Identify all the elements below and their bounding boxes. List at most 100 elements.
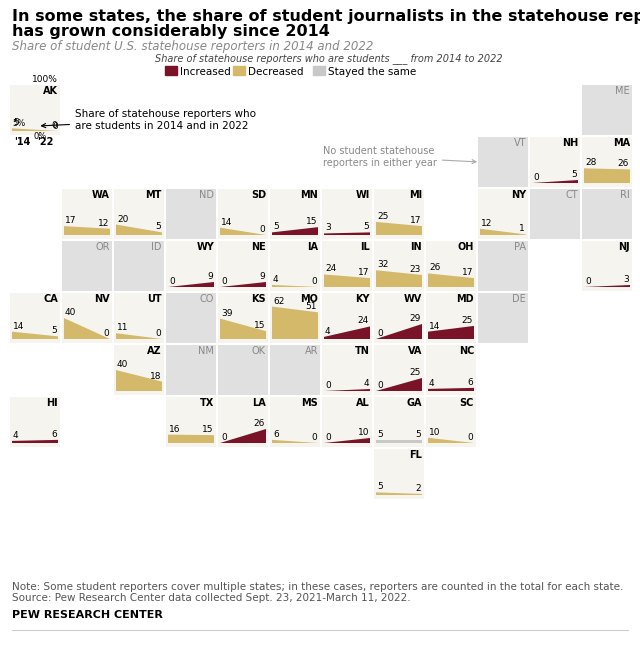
Text: NY: NY: [511, 190, 526, 200]
Text: In some states, the share of student journalists in the statehouse reporting poo: In some states, the share of student jou…: [12, 9, 640, 24]
Polygon shape: [116, 224, 162, 235]
Text: 51: 51: [305, 302, 317, 312]
Text: 5: 5: [377, 482, 383, 492]
Text: 5: 5: [13, 118, 19, 127]
Text: '22: '22: [37, 137, 53, 147]
Text: Increased: Increased: [180, 67, 231, 77]
Text: 6: 6: [467, 378, 473, 387]
Text: 4: 4: [13, 431, 19, 440]
Bar: [426, 241, 476, 291]
Bar: [374, 449, 424, 499]
Bar: [530, 189, 580, 239]
Polygon shape: [220, 319, 266, 339]
Text: 0: 0: [259, 225, 265, 234]
Text: CO: CO: [200, 294, 214, 304]
Bar: [218, 345, 268, 395]
Bar: [582, 189, 632, 239]
Text: OK: OK: [252, 346, 266, 356]
Text: 39: 39: [221, 309, 232, 317]
Text: 24: 24: [325, 265, 336, 273]
Text: HI: HI: [46, 398, 58, 408]
Text: 16: 16: [169, 424, 180, 434]
Bar: [218, 397, 268, 447]
Bar: [270, 189, 320, 239]
Text: PA: PA: [514, 242, 526, 252]
Polygon shape: [428, 388, 474, 391]
Polygon shape: [428, 273, 474, 287]
Text: PEW RESEARCH CENTER: PEW RESEARCH CENTER: [12, 610, 163, 620]
Text: 0: 0: [52, 122, 58, 131]
Polygon shape: [220, 430, 266, 443]
Polygon shape: [64, 226, 110, 235]
Polygon shape: [376, 378, 422, 391]
Text: 32: 32: [377, 260, 388, 269]
Text: 18: 18: [150, 372, 161, 381]
Bar: [233, 66, 245, 75]
Polygon shape: [272, 285, 318, 287]
Polygon shape: [376, 440, 422, 443]
Bar: [374, 345, 424, 395]
Text: Share of statehouse reporters who
are students in 2014 and in 2022: Share of statehouse reporters who are st…: [42, 109, 256, 131]
Text: LA: LA: [252, 398, 266, 408]
Text: 10: 10: [358, 428, 369, 437]
Bar: [218, 241, 268, 291]
Bar: [270, 397, 320, 447]
Text: 26: 26: [253, 419, 265, 428]
Text: 5: 5: [377, 430, 383, 440]
Text: Stayed the same: Stayed the same: [328, 67, 416, 77]
Polygon shape: [12, 129, 58, 131]
Polygon shape: [12, 440, 58, 443]
Bar: [426, 397, 476, 447]
Bar: [10, 397, 60, 447]
Text: AL: AL: [356, 398, 370, 408]
Text: 0: 0: [221, 277, 227, 286]
Polygon shape: [324, 389, 370, 391]
Text: 0: 0: [311, 433, 317, 442]
Polygon shape: [376, 222, 422, 235]
Text: 28: 28: [585, 158, 596, 168]
Bar: [114, 189, 164, 239]
Text: '14: '14: [14, 137, 30, 147]
Text: Share of statehouse reporters who are students ___ from 2014 to 2022: Share of statehouse reporters who are st…: [155, 53, 502, 64]
Text: has grown considerably since 2014: has grown considerably since 2014: [12, 24, 330, 39]
Text: 0: 0: [377, 329, 383, 338]
Bar: [478, 241, 528, 291]
Text: 0: 0: [51, 121, 57, 130]
Text: 100%: 100%: [32, 75, 58, 84]
Text: VA: VA: [408, 346, 422, 356]
Bar: [165, 66, 177, 75]
Bar: [478, 137, 528, 187]
Polygon shape: [376, 324, 422, 339]
Bar: [62, 189, 112, 239]
Text: UT: UT: [147, 294, 162, 304]
Text: 0: 0: [325, 433, 331, 442]
Bar: [322, 293, 372, 343]
Polygon shape: [64, 318, 110, 339]
Text: 4: 4: [429, 379, 435, 388]
Text: 6: 6: [51, 430, 57, 439]
Text: NM: NM: [198, 346, 214, 356]
Text: MI: MI: [409, 190, 422, 200]
Text: 26: 26: [618, 160, 629, 168]
Text: 1: 1: [519, 224, 525, 234]
Text: 4: 4: [325, 327, 331, 336]
Text: 14: 14: [429, 321, 440, 331]
Polygon shape: [584, 285, 630, 287]
Bar: [114, 345, 164, 395]
Text: No student statehouse
reporters in either year: No student statehouse reporters in eithe…: [323, 147, 476, 168]
Text: VT: VT: [513, 138, 526, 148]
Text: TX: TX: [200, 398, 214, 408]
Text: 9: 9: [259, 273, 265, 281]
Text: SC: SC: [460, 398, 474, 408]
Text: 15: 15: [305, 217, 317, 226]
Text: 40: 40: [117, 360, 129, 369]
Text: AK: AK: [43, 86, 58, 96]
Bar: [270, 345, 320, 395]
Text: 5: 5: [156, 222, 161, 232]
Bar: [374, 189, 424, 239]
Text: 12: 12: [481, 218, 492, 228]
Text: 15: 15: [202, 425, 213, 434]
Text: 0: 0: [311, 277, 317, 286]
Bar: [374, 397, 424, 447]
Bar: [582, 85, 632, 135]
